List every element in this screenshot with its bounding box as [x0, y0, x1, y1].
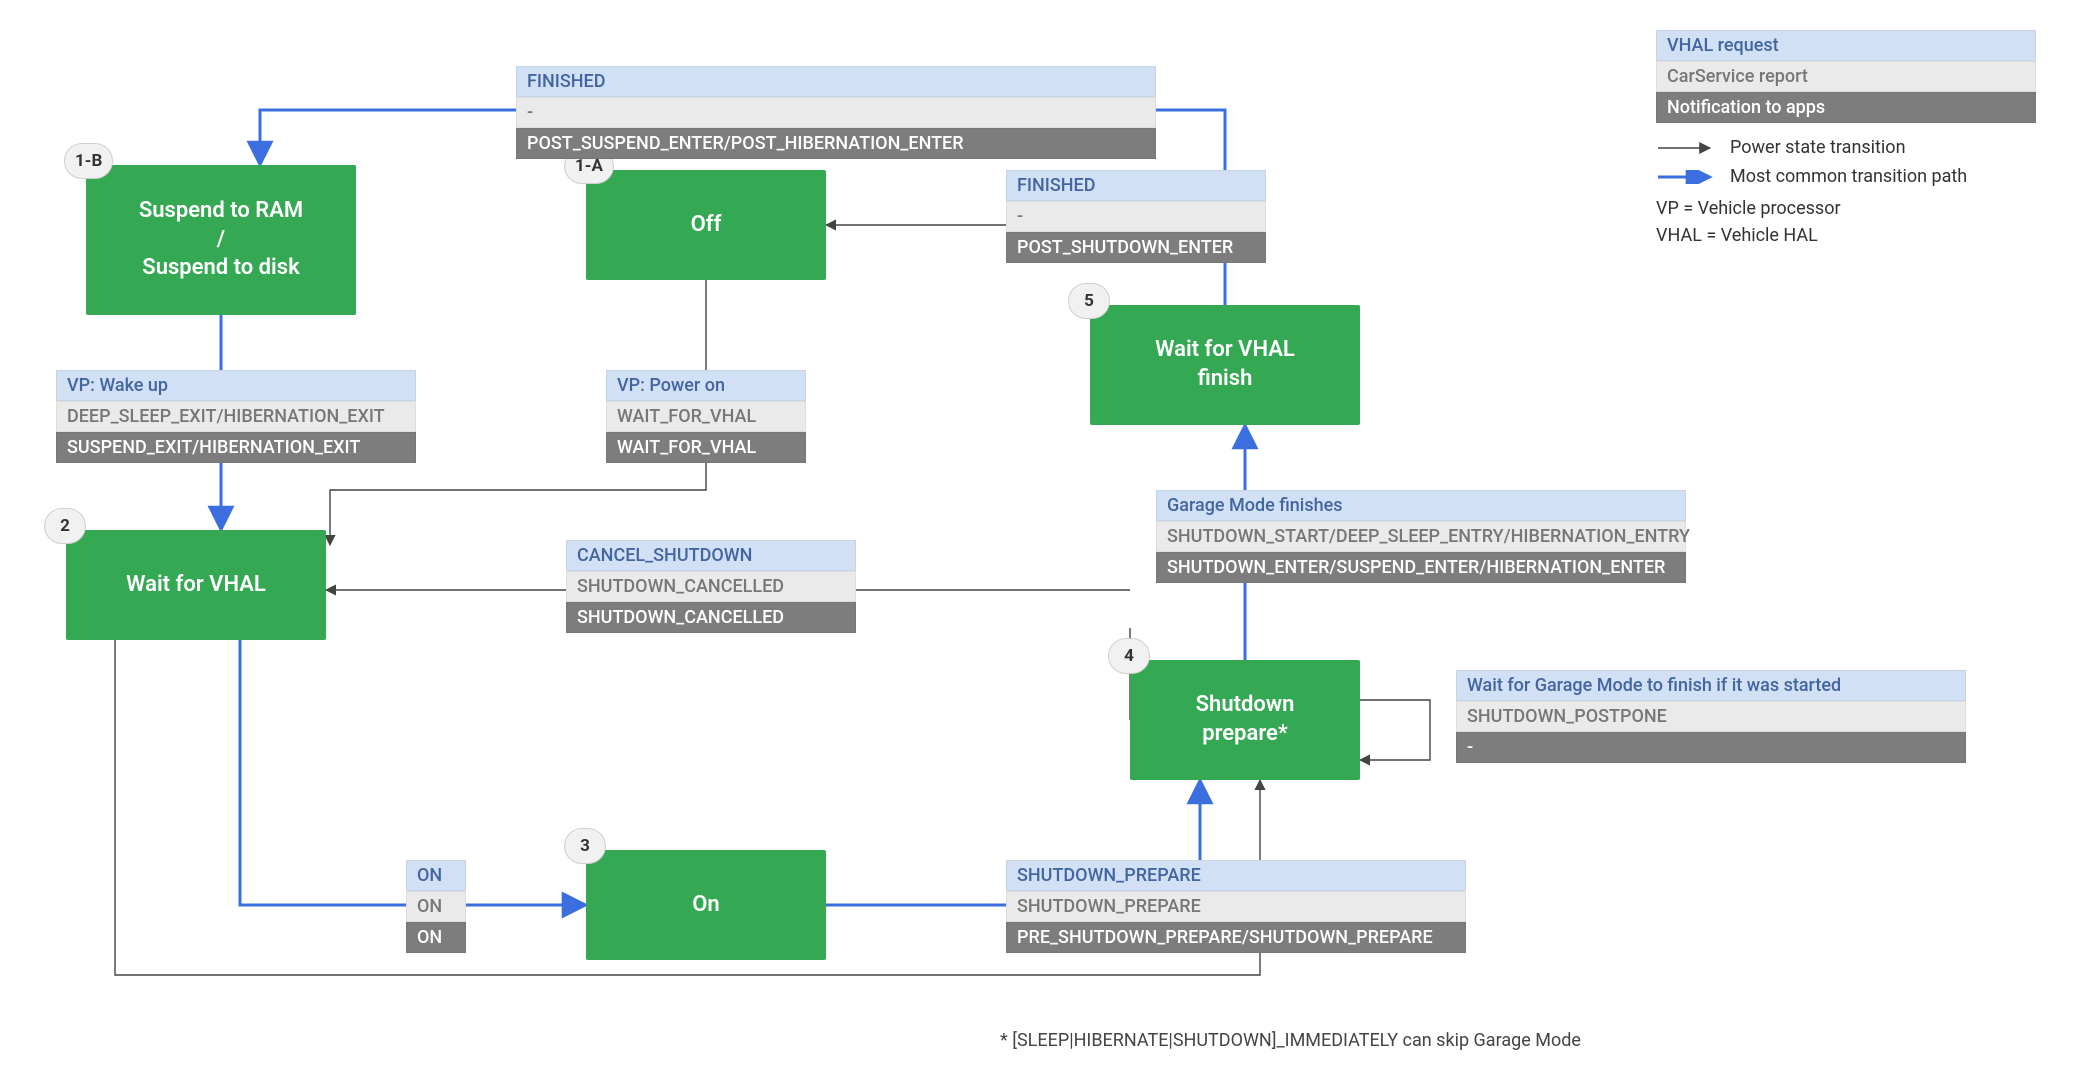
badge-finish: 5 — [1068, 283, 1110, 319]
badge-suspend: 1-B — [64, 143, 113, 179]
legend-thin-text: Power state transition — [1730, 137, 1906, 158]
footnote: * [SLEEP|HIBERNATE|SHUTDOWN]_IMMEDIATELY… — [1000, 1030, 1581, 1051]
arrow-thin-icon — [1656, 141, 1716, 155]
row-car: DEEP_SLEEP_EXIT/HIBERNATION_EXIT — [56, 401, 416, 432]
row-vhal: Garage Mode finishes — [1156, 490, 1686, 521]
legend-defs: VP = Vehicle processorVHAL = Vehicle HAL — [1656, 195, 2036, 249]
row-vhal: ON — [406, 860, 466, 891]
row-car: ON — [406, 891, 466, 922]
label-shutdown-prepare: SHUTDOWN_PREPARE SHUTDOWN_PREPARE PRE_SH… — [1006, 860, 1466, 953]
badge-on: 3 — [564, 828, 606, 864]
label-cancel: CANCEL_SHUTDOWN SHUTDOWN_CANCELLED SHUTD… — [566, 540, 856, 633]
row-car: SHUTDOWN_CANCELLED — [566, 571, 856, 602]
legend-thin-arrow: Power state transition — [1656, 137, 2036, 158]
row-car: SHUTDOWN_PREPARE — [1006, 891, 1466, 922]
arrow-blue-icon — [1656, 170, 1716, 184]
row-vhal: SHUTDOWN_PREPARE — [1006, 860, 1466, 891]
node-wait: Wait for VHAL — [66, 530, 326, 640]
row-app: WAIT_FOR_VHAL — [606, 432, 806, 463]
label-on-stack: ON ON ON — [406, 860, 466, 953]
row-car: SHUTDOWN_START/DEEP_SLEEP_ENTRY/HIBERNAT… — [1156, 521, 1686, 552]
row-car: WAIT_FOR_VHAL — [606, 401, 806, 432]
label-top-finished: FINISHED - POST_SUSPEND_ENTER/POST_HIBER… — [516, 66, 1156, 159]
row-app: PRE_SHUTDOWN_PREPARE/SHUTDOWN_PREPARE — [1006, 922, 1466, 953]
node-shutdown: Shutdownprepare* — [1130, 660, 1360, 780]
legend-car: CarService report — [1656, 61, 2036, 92]
row-app: SHUTDOWN_ENTER/SUSPEND_ENTER/HIBERNATION… — [1156, 552, 1686, 583]
label-poweron: VP: Power on WAIT_FOR_VHAL WAIT_FOR_VHAL — [606, 370, 806, 463]
row-app: POST_SUSPEND_ENTER/POST_HIBERNATION_ENTE… — [516, 128, 1156, 159]
label-garage-finish: Garage Mode finishes SHUTDOWN_START/DEEP… — [1156, 490, 1686, 583]
legend-blue-arrow: Most common transition path — [1656, 166, 2036, 187]
legend-vhal: VHAL request — [1656, 30, 2036, 61]
node-finish: Wait for VHALfinish — [1090, 305, 1360, 425]
row-car: - — [516, 97, 1156, 128]
row-app: ON — [406, 922, 466, 953]
badge-shutdown: 4 — [1108, 638, 1150, 674]
node-suspend: Suspend to RAM/Suspend to disk — [86, 165, 356, 315]
row-app: SUSPEND_EXIT/HIBERNATION_EXIT — [56, 432, 416, 463]
row-app: SHUTDOWN_CANCELLED — [566, 602, 856, 633]
label-postpone: Wait for Garage Mode to finish if it was… — [1456, 670, 1966, 763]
legend-blue-text: Most common transition path — [1730, 166, 1967, 187]
row-app: POST_SHUTDOWN_ENTER — [1006, 232, 1266, 263]
row-app: - — [1456, 732, 1966, 763]
badge-wait: 2 — [44, 508, 86, 544]
legend-color-key: VHAL request CarService report Notificat… — [1656, 30, 2036, 123]
node-on: On — [586, 850, 826, 960]
label-off-finished: FINISHED - POST_SHUTDOWN_ENTER — [1006, 170, 1266, 263]
legend: VHAL request CarService report Notificat… — [1656, 30, 2036, 249]
row-vhal: VP: Power on — [606, 370, 806, 401]
row-vhal: CANCEL_SHUTDOWN — [566, 540, 856, 571]
label-wakeup: VP: Wake up DEEP_SLEEP_EXIT/HIBERNATION_… — [56, 370, 416, 463]
row-vhal: VP: Wake up — [56, 370, 416, 401]
row-car: SHUTDOWN_POSTPONE — [1456, 701, 1966, 732]
row-vhal: Wait for Garage Mode to finish if it was… — [1456, 670, 1966, 701]
node-off: Off — [586, 170, 826, 280]
row-vhal: FINISHED — [1006, 170, 1266, 201]
legend-app: Notification to apps — [1656, 92, 2036, 123]
row-vhal: FINISHED — [516, 66, 1156, 97]
row-car: - — [1006, 201, 1266, 232]
